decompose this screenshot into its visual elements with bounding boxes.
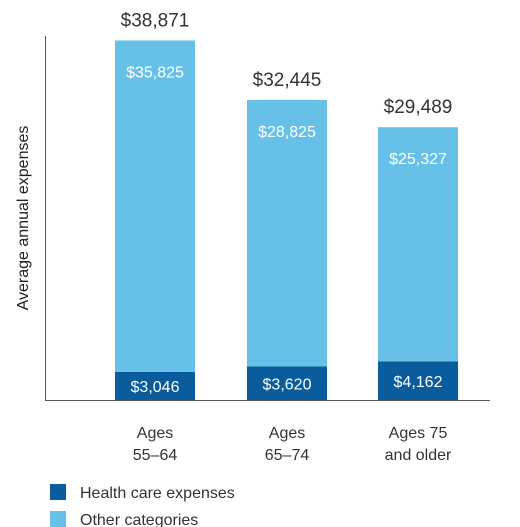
x-tick-label-1-1: 65–74 <box>265 447 310 464</box>
bar-total-label-1: $32,445 <box>253 70 322 91</box>
bar-label-other-0: $35,825 <box>126 64 184 81</box>
legend: Health care expenses Other categories <box>50 484 235 527</box>
bar-label-health-care-2: $4,162 <box>394 374 443 391</box>
bar-total-label-2: $29,489 <box>384 97 453 118</box>
bar-segment-other-2 <box>378 127 458 362</box>
x-tick-label-0-0: Ages <box>137 425 173 442</box>
y-axis-title: Average annual expenses <box>15 126 32 311</box>
bar-label-other-2: $25,327 <box>389 151 447 168</box>
bar-label-health-care-1: $3,620 <box>263 376 312 393</box>
bar-segment-other-0 <box>115 40 195 372</box>
x-tick-label-1-0: Ages <box>269 425 305 442</box>
x-tick-label-2-0: Ages 75 <box>389 425 448 442</box>
x-tick-label-0-1: 55–64 <box>133 447 178 464</box>
legend-label-other: Other categories <box>80 512 198 527</box>
bar-segment-health-care-2 <box>378 361 458 400</box>
legend-swatch-other <box>50 511 66 527</box>
bar-label-other-1: $28,825 <box>258 124 316 141</box>
bars-group: $3,046 $35,825 $38,871 $3,620 $28,825 $32,445… <box>115 10 458 400</box>
bar-segment-health-care-0 <box>115 371 195 400</box>
bar-segment-health-care-1 <box>247 366 327 400</box>
legend-swatch-health-care <box>50 484 66 500</box>
x-tick-label-2-1: and older <box>385 447 452 464</box>
bar-total-label-0: $38,871 <box>121 10 190 31</box>
x-axis-labels: Ages 55–64 Ages 65–74 Ages 75 and older <box>133 425 452 464</box>
legend-label-health-care: Health care expenses <box>80 485 235 502</box>
bar-segment-other-1 <box>247 99 327 367</box>
bar-label-health-care-0: $3,046 <box>131 379 180 396</box>
